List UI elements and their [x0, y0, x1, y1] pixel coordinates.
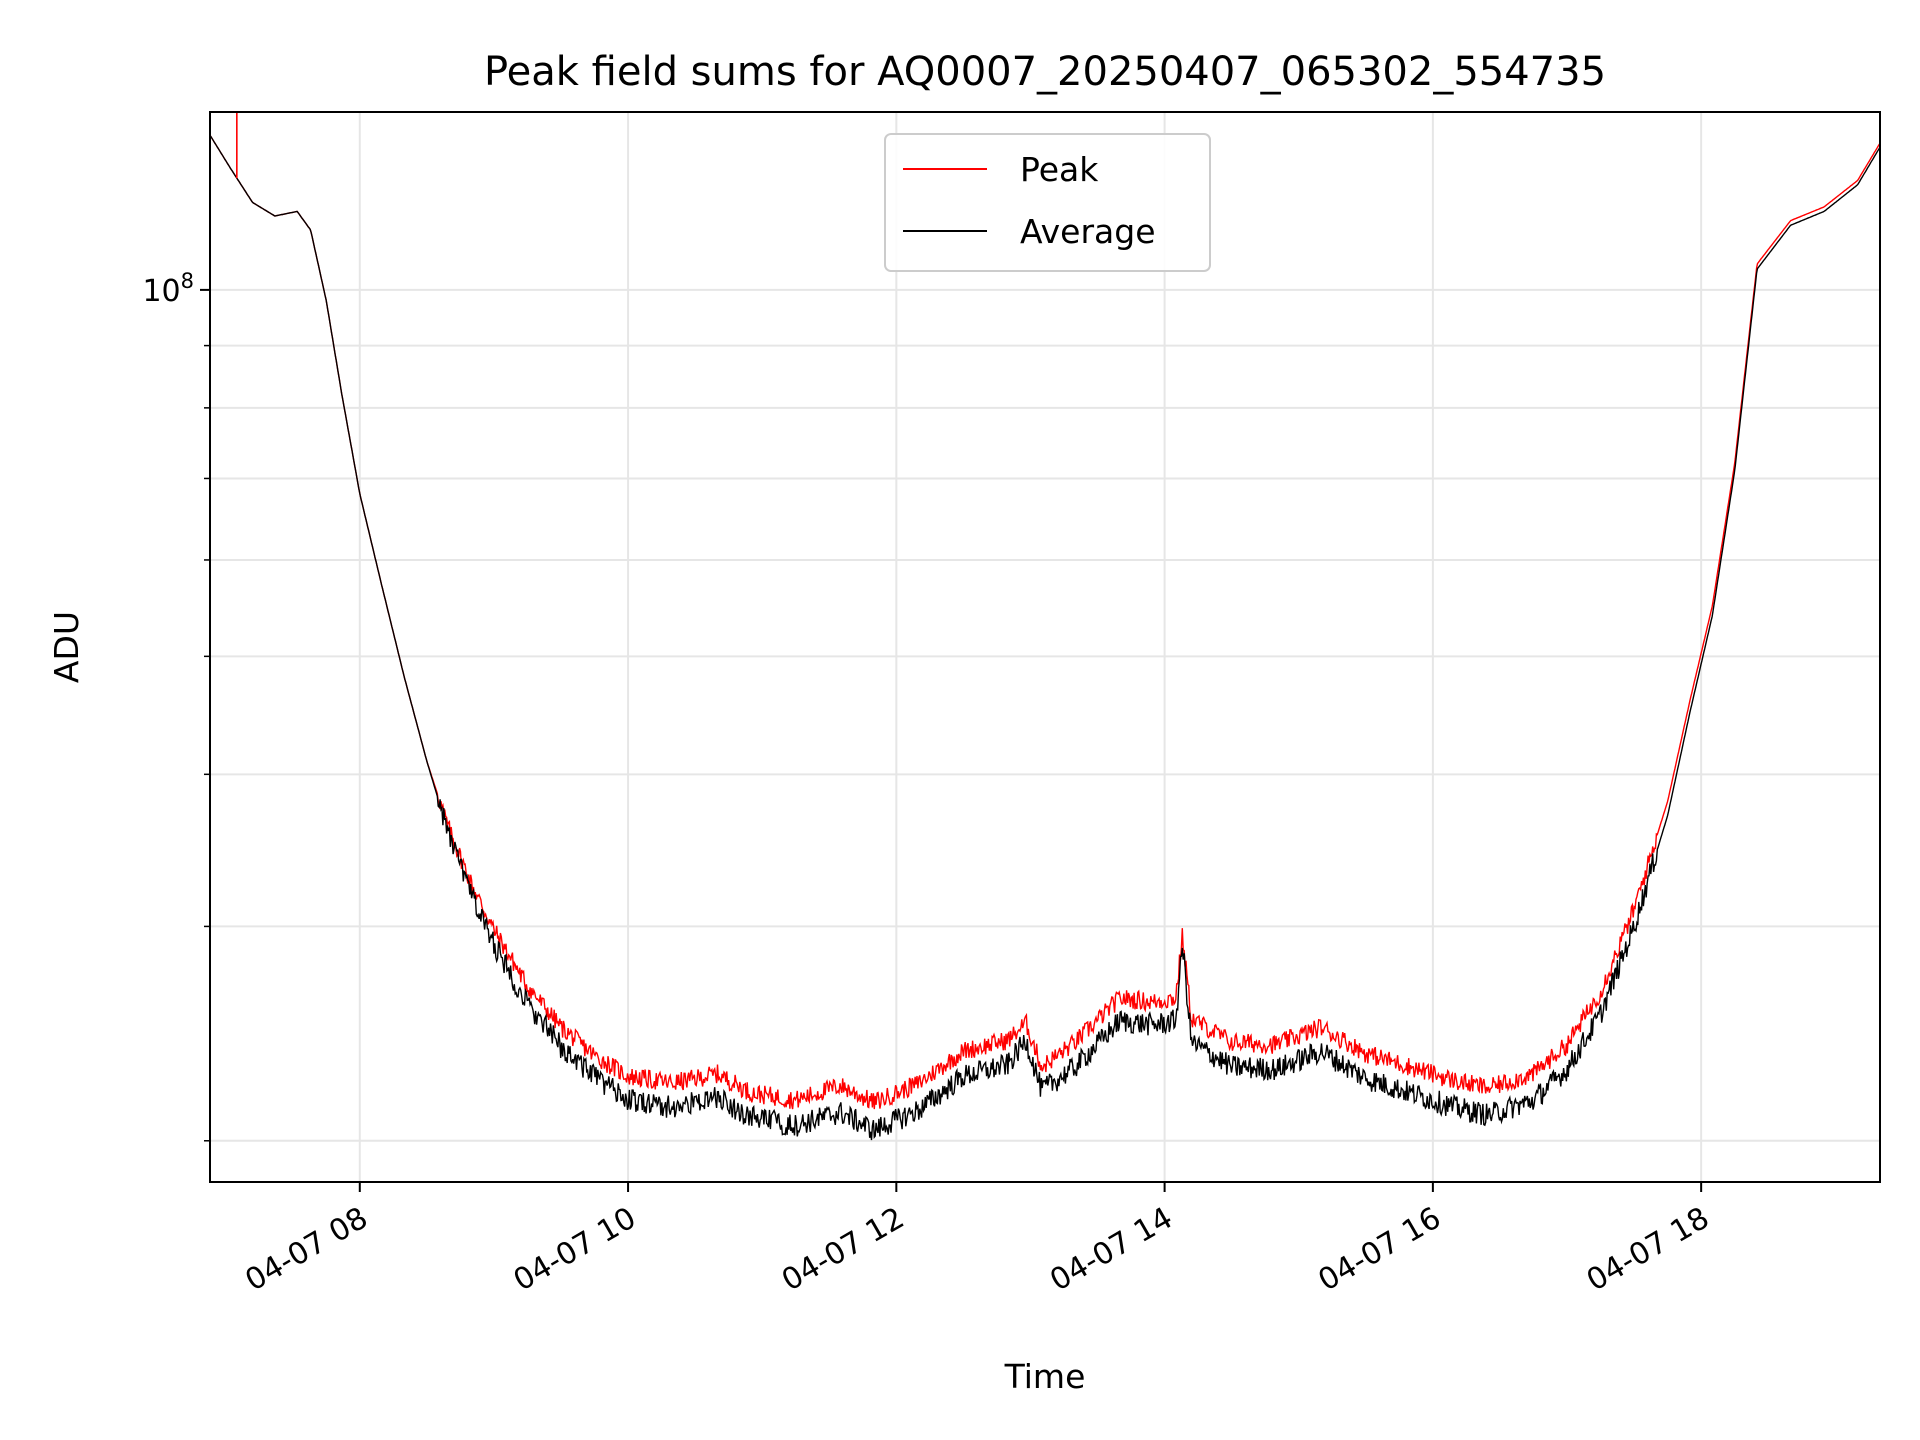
chart-title: Peak field sums for AQ0007_20250407_0653…: [484, 49, 1606, 95]
x-tick-label: 04-07 14: [1044, 1201, 1178, 1299]
x-axis-label: Time: [1004, 1357, 1086, 1396]
y-tick-label: 108: [142, 269, 194, 309]
x-tick-label: 04-07 12: [776, 1201, 910, 1299]
y-tick-label-exponent: 8: [181, 269, 194, 293]
series-line-average: [210, 134, 1880, 1141]
series-line-peak: [210, 134, 1880, 1110]
grid-lines: [210, 112, 1880, 1182]
legend-label-average: Average: [1020, 212, 1156, 251]
y-axis-label: ADU: [47, 611, 86, 683]
x-tick-label: 04-07 10: [508, 1201, 642, 1299]
x-tick-label: 04-07 16: [1313, 1201, 1447, 1299]
x-tick-label: 04-07 18: [1581, 1201, 1715, 1299]
plot-frame: [209, 111, 1881, 1183]
y-axis: 108: [142, 269, 210, 1142]
y-tick-label-base: 10: [142, 274, 180, 309]
x-tick-label: 04-07 08: [239, 1201, 373, 1299]
x-axis: 04-07 08 04-07 10 04-07 12 04-07 14 04-07 16…: [239, 1182, 1715, 1298]
series-layer: [210, 112, 1880, 1141]
legend: Peak Average: [884, 133, 1211, 272]
legend-label-peak: Peak: [1020, 150, 1099, 189]
